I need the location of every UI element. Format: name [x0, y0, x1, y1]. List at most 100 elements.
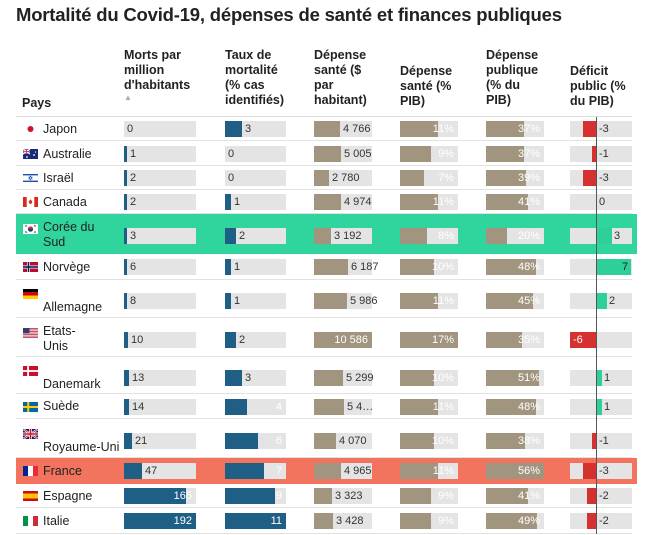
table-row[interactable]: Italie 192 11 3 428 9% 49% -2: [0, 508, 660, 534]
morts-bar: [124, 513, 196, 529]
table-row[interactable]: Canada 2 1 4 974 11% 41% 0: [0, 190, 660, 214]
depense-pib-bar-track: 10%: [400, 370, 458, 386]
taux-bar-track: 11: [225, 513, 286, 529]
table-row[interactable]: Norvège 6 1 6 187 10% 48% 7: [0, 254, 660, 280]
depense-publique-bar: [486, 259, 536, 275]
morts-bar-label: 165: [173, 490, 192, 502]
deficit-bar: [587, 488, 596, 504]
morts-bar-track: 3: [124, 228, 196, 244]
morts-bar-track: 2: [124, 170, 196, 186]
deficit-label: 7: [622, 261, 629, 273]
table-row[interactable]: Japon 0 3 4 766 11% 37% -3: [0, 117, 660, 141]
table-row[interactable]: France 47 7 4 965 11% 56% -3: [0, 458, 660, 484]
deficit-label: -3: [599, 123, 609, 135]
country-name: Espagne: [43, 489, 92, 504]
usa-flag-icon: [23, 328, 38, 338]
morts-bar-label: 3: [130, 230, 137, 242]
depense-pib-bar-track: 9%: [400, 513, 458, 529]
header-line: habitant): [314, 93, 367, 107]
taux-bar: [225, 293, 231, 309]
country-name-line: Norvège: [43, 260, 91, 274]
depense-habitant-bar: [314, 433, 336, 449]
row-divider: [16, 533, 632, 534]
depense-habitant-bar: [314, 332, 372, 348]
header-line: Dépense: [314, 48, 367, 62]
depense-pib-bar-label: 11%: [432, 401, 454, 413]
depense-pib-bar-track: 8%: [400, 228, 458, 244]
depense-pib-bar-track: 10%: [400, 433, 458, 449]
deficit-bar: [583, 170, 596, 186]
depense-habitant-bar: [314, 370, 343, 386]
table-row[interactable]: Corée du Sud 3 2 3 192 8% 20% 3: [0, 214, 660, 254]
depense-publique-bar-track: 37%: [486, 146, 544, 162]
table-row[interactable]: Danemark 13 3 5 299 10% 51% 1: [0, 357, 660, 394]
header-morts[interactable]: Morts par million d'habitants ▲: [124, 48, 190, 103]
depense-publique-bar-track: 38%: [486, 433, 544, 449]
depense-publique-bar-label: 38%: [517, 435, 540, 447]
taux-bar-label: 6: [275, 435, 282, 447]
deficit-label: -2: [599, 515, 609, 527]
table-row[interactable]: Australie 1 0 5 005 9% 37% -1: [0, 142, 660, 166]
morts-bar-track: 0: [124, 121, 196, 137]
table-row[interactable]: Espagne 165 9 3 323 9% 41% -2: [0, 484, 660, 508]
taux-bar-track: 3: [225, 121, 286, 137]
deficit-label: -3: [599, 172, 609, 184]
table-row[interactable]: Allemagne 8 1 5 986 11% 45% 2: [0, 280, 660, 318]
table-row[interactable]: Etats- Unis 10 2 10 586 17% 35% -6: [0, 318, 660, 357]
depense-publique-bar: [486, 433, 525, 449]
header-depense-publique[interactable]: Dépense publique (% du PIB): [486, 48, 538, 108]
deficit-track: [570, 433, 632, 449]
depense-publique-bar-track: 45%: [486, 293, 544, 309]
country-name: Corée du Sud: [43, 220, 94, 250]
header-line: Dépense: [400, 64, 453, 78]
depense-habitant-bar-label: 4 965: [344, 465, 372, 477]
morts-bar: [124, 259, 127, 275]
depense-habitant-bar-label: 2 780: [332, 172, 360, 184]
deficit-label: -2: [599, 490, 609, 502]
depense-publique-bar: [486, 170, 526, 186]
header-line: Déficit: [570, 64, 609, 78]
taux-bar-label: 2: [239, 334, 246, 346]
deficit-label: 1: [604, 372, 611, 384]
deficit-label: 2: [609, 295, 616, 307]
spain-flag-icon: [23, 491, 38, 501]
taux-bar-track: 3: [225, 370, 286, 386]
sort-ascending-icon[interactable]: ▲: [124, 93, 132, 102]
header-line: par: [314, 78, 334, 92]
country-name: Danemark: [43, 362, 101, 392]
country-name: Etats- Unis: [43, 324, 76, 354]
header-deficit[interactable]: Déficit public (% du PIB): [570, 64, 626, 109]
morts-bar-track: 14: [124, 399, 196, 415]
taux-bar-track: 1: [225, 259, 286, 275]
depense-publique-bar-track: 41%: [486, 488, 544, 504]
taux-bar-label: 2: [239, 230, 246, 242]
header-line: public (%: [570, 79, 626, 93]
country-name-line: Australie: [43, 147, 92, 161]
country-name: Allemagne: [43, 285, 102, 315]
table-row[interactable]: Royaume-Uni 21 6 4 070 10% 38% -1: [0, 419, 660, 458]
header-depense-habitant[interactable]: Dépense santé ($ par habitant): [314, 48, 367, 108]
country-name: France: [43, 464, 82, 479]
depense-publique-bar-label: 41%: [517, 196, 540, 208]
taux-bar: [225, 463, 264, 479]
deficit-bar: [583, 463, 596, 479]
morts-bar-label: 10: [131, 334, 144, 346]
header-depense-pib[interactable]: Dépense santé (% PIB): [400, 64, 452, 109]
country-name-line: Unis: [43, 339, 69, 353]
depense-pib-bar-label: 9%: [438, 490, 454, 502]
country-name: Royaume-Uni: [43, 425, 119, 455]
country-name: Italie: [43, 514, 69, 529]
depense-habitant-bar: [314, 121, 340, 137]
morts-bar-label: 14: [132, 401, 145, 413]
depense-habitant-bar-label: 5 005: [344, 148, 372, 160]
table-row[interactable]: Israël 2 0 2 780 7% 39% -3: [0, 166, 660, 190]
header-taux[interactable]: Taux de mortalité (% cas identifiés): [225, 48, 284, 108]
deficit-bar: [592, 433, 596, 449]
country-name-line: Italie: [43, 514, 70, 528]
table-row[interactable]: Suède 14 4 5 4… 11% 48% 1: [0, 394, 660, 419]
deficit-bar: [597, 399, 602, 415]
header-line: Dépense: [486, 48, 539, 62]
depense-publique-bar-track: 37%: [486, 121, 544, 137]
country-name: Israël: [43, 171, 74, 186]
header-pays[interactable]: Pays: [22, 96, 51, 111]
